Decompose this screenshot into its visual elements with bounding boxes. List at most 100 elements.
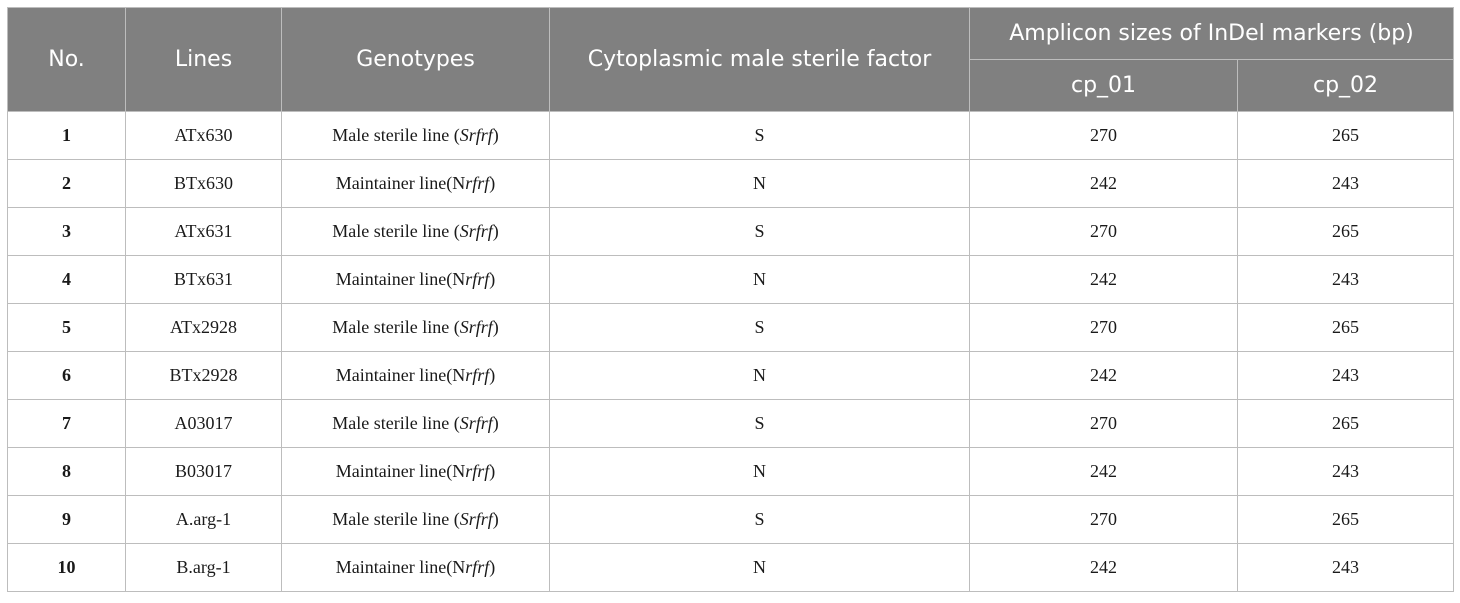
cell-no: 6 <box>7 351 126 400</box>
cell-genotype: Maintainer line(Nrfrf) <box>281 351 550 400</box>
genotype-suffix: ) <box>489 269 496 289</box>
cell-cp02: 265 <box>1237 303 1454 352</box>
header-amplicon: Amplicon sizes of InDel markers (bp) <box>969 7 1454 60</box>
genotype-allele: rfrf <box>465 365 490 385</box>
genotype-cytoplasm: N <box>452 365 466 385</box>
cell-cms-factor: S <box>549 111 970 160</box>
genotype-suffix: ) <box>492 317 499 337</box>
genotype-cytoplasm: S <box>459 317 469 337</box>
cell-cp01: 270 <box>969 207 1238 256</box>
genotype-cytoplasm: N <box>452 557 466 577</box>
genotype-cytoplasm: N <box>452 461 466 481</box>
cell-cp02: 265 <box>1237 207 1454 256</box>
genotype-prefix: Maintainer line( <box>335 269 453 289</box>
header-no: No. <box>7 7 126 112</box>
cell-cp01: 242 <box>969 447 1238 496</box>
genotype-allele: rfrf <box>465 173 490 193</box>
table-row: 4 BTx631 Maintainer line(Nrfrf) N 242 243 <box>7 255 1454 304</box>
cell-no: 9 <box>7 495 126 544</box>
cell-line: B03017 <box>125 447 282 496</box>
cell-cp02: 243 <box>1237 543 1454 592</box>
genotype-suffix: ) <box>489 461 496 481</box>
cell-cp02: 265 <box>1237 111 1454 160</box>
cell-genotype: Maintainer line(Nrfrf) <box>281 447 550 496</box>
cell-cp01: 242 <box>969 351 1238 400</box>
genotype-cytoplasm: S <box>459 125 469 145</box>
genotype-prefix: Maintainer line( <box>335 461 453 481</box>
cell-genotype: Male sterile line (Srfrf) <box>281 207 550 256</box>
genotype-allele: rfrf <box>468 413 493 433</box>
cell-cms-factor: S <box>549 303 970 352</box>
genotype-cytoplasm: N <box>452 269 466 289</box>
cell-genotype: Maintainer line(Nrfrf) <box>281 159 550 208</box>
cell-cp01: 270 <box>969 495 1238 544</box>
table-body: 1 ATx630 Male sterile line (Srfrf) S 270 265 2… <box>7 111 1454 592</box>
genotype-suffix: ) <box>489 557 496 577</box>
cell-cp02: 243 <box>1237 351 1454 400</box>
cell-cms-factor: N <box>549 447 970 496</box>
genotype-prefix: Male sterile line ( <box>332 509 460 529</box>
cell-cp01: 270 <box>969 111 1238 160</box>
cell-genotype: Male sterile line (Srfrf) <box>281 495 550 544</box>
table-row: 8 B03017 Maintainer line(Nrfrf) N 242 243 <box>7 447 1454 496</box>
cell-cp02: 243 <box>1237 255 1454 304</box>
cell-genotype: Maintainer line(Nrfrf) <box>281 543 550 592</box>
header-cp01: cp_01 <box>969 59 1238 112</box>
genotype-suffix: ) <box>492 509 499 529</box>
table-header: No. Lines Genotypes Cytoplasmic male ste… <box>7 7 1454 112</box>
table-row: 7 A03017 Male sterile line (Srfrf) S 270 265 <box>7 399 1454 448</box>
cell-line: ATx631 <box>125 207 282 256</box>
cell-cp02: 243 <box>1237 447 1454 496</box>
cell-cp02: 265 <box>1237 399 1454 448</box>
cell-cms-factor: N <box>549 351 970 400</box>
cell-line: ATx630 <box>125 111 282 160</box>
cell-cp01: 242 <box>969 255 1238 304</box>
genotype-cytoplasm: S <box>459 221 469 241</box>
genotype-prefix: Maintainer line( <box>335 365 453 385</box>
cell-cms-factor: N <box>549 543 970 592</box>
genotype-suffix: ) <box>492 413 499 433</box>
cell-no: 4 <box>7 255 126 304</box>
cell-no: 8 <box>7 447 126 496</box>
genotype-allele: rfrf <box>465 461 490 481</box>
genotype-allele: rfrf <box>468 125 493 145</box>
cell-line: BTx2928 <box>125 351 282 400</box>
cell-no: 5 <box>7 303 126 352</box>
cell-line: ATx2928 <box>125 303 282 352</box>
cell-cms-factor: S <box>549 495 970 544</box>
cell-no: 10 <box>7 543 126 592</box>
genotype-allele: rfrf <box>465 557 490 577</box>
cell-no: 7 <box>7 399 126 448</box>
cell-line: B.arg-1 <box>125 543 282 592</box>
genotype-allele: rfrf <box>468 317 493 337</box>
header-cms-factor: Cytoplasmic male sterile factor <box>549 7 970 112</box>
table-row: 9 A.arg-1 Male sterile line (Srfrf) S 270 265 <box>7 495 1454 544</box>
genotype-allele: rfrf <box>468 509 493 529</box>
genotype-suffix: ) <box>492 221 499 241</box>
cell-cp02: 243 <box>1237 159 1454 208</box>
genotype-suffix: ) <box>489 365 496 385</box>
genotype-prefix: Male sterile line ( <box>332 125 460 145</box>
table-row: 3 ATx631 Male sterile line (Srfrf) S 270 265 <box>7 207 1454 256</box>
cell-cms-factor: N <box>549 255 970 304</box>
genotype-table: No. Lines Genotypes Cytoplasmic male ste… <box>7 7 1454 592</box>
header-genotypes: Genotypes <box>281 7 550 112</box>
cell-cp01: 270 <box>969 399 1238 448</box>
genotype-suffix: ) <box>492 125 499 145</box>
genotype-prefix: Male sterile line ( <box>332 317 460 337</box>
table-row: 2 BTx630 Maintainer line(Nrfrf) N 242 243 <box>7 159 1454 208</box>
table-row: 10 B.arg-1 Maintainer line(Nrfrf) N 242 243 <box>7 543 1454 592</box>
genotype-cytoplasm: N <box>452 173 466 193</box>
cell-cp01: 242 <box>969 159 1238 208</box>
genotype-prefix: Male sterile line ( <box>332 221 460 241</box>
cell-no: 3 <box>7 207 126 256</box>
cell-genotype: Male sterile line (Srfrf) <box>281 399 550 448</box>
cell-cp02: 265 <box>1237 495 1454 544</box>
cell-line: A03017 <box>125 399 282 448</box>
cell-genotype: Maintainer line(Nrfrf) <box>281 255 550 304</box>
cell-cp01: 270 <box>969 303 1238 352</box>
cell-genotype: Male sterile line (Srfrf) <box>281 303 550 352</box>
table-row: 1 ATx630 Male sterile line (Srfrf) S 270 265 <box>7 111 1454 160</box>
header-cp02: cp_02 <box>1237 59 1454 112</box>
genotype-cytoplasm: S <box>459 509 469 529</box>
